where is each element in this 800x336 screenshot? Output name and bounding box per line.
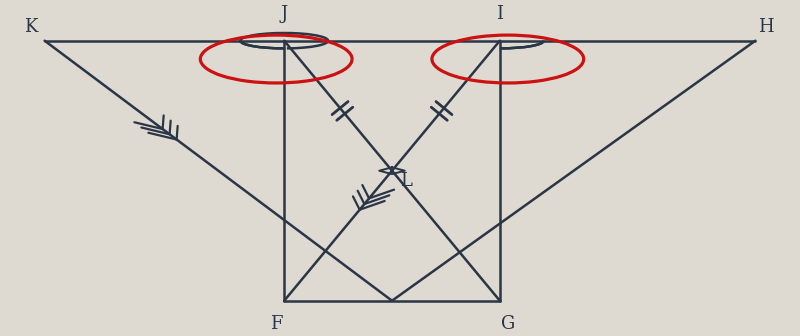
Text: I: I [496, 5, 503, 23]
Text: J: J [281, 5, 288, 23]
Text: H: H [758, 18, 774, 36]
Text: L: L [401, 172, 412, 190]
Text: F: F [270, 315, 282, 333]
Text: K: K [24, 18, 38, 36]
Text: G: G [501, 315, 515, 333]
